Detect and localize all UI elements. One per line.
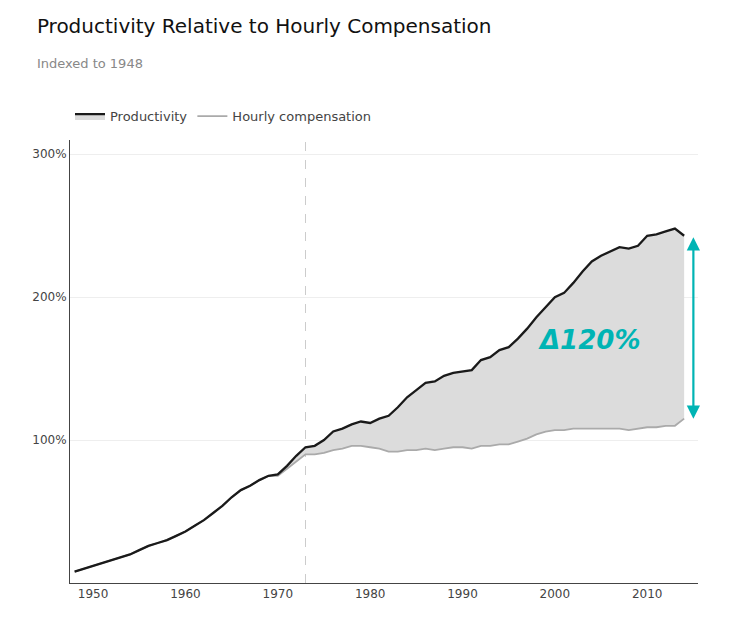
svg-text:1950: 1950 [78,587,109,601]
svg-text:2000: 2000 [540,587,571,601]
svg-text:1970: 1970 [263,587,294,601]
svg-text:Indexed to 1948: Indexed to 1948 [37,56,143,71]
svg-text:1990: 1990 [447,587,478,601]
svg-text:2010: 2010 [632,587,663,601]
svg-text:Δ120%: Δ120% [538,325,640,355]
svg-text:300%: 300% [32,147,66,161]
svg-text:Productivity: Productivity [110,109,187,124]
svg-text:1980: 1980 [355,587,386,601]
svg-text:100%: 100% [32,433,66,447]
svg-text:1960: 1960 [170,587,201,601]
svg-text:Hourly compensation: Hourly compensation [232,109,371,124]
svg-text:Productivity Relative to Hourl: Productivity Relative to Hourly Compensa… [37,14,492,38]
svg-text:200%: 200% [32,290,66,304]
